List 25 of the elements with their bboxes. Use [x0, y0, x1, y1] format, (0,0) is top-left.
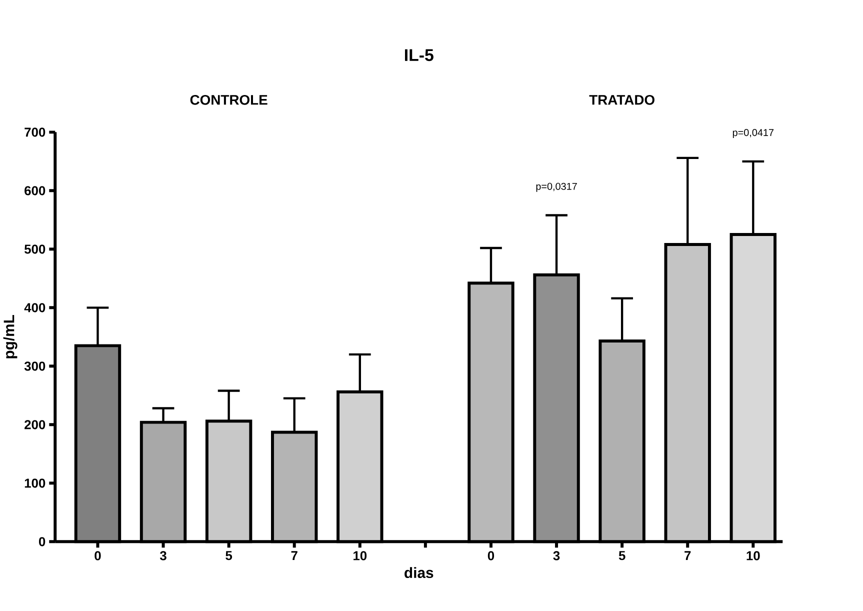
y-axis-title: pg/mL	[3, 314, 18, 358]
x-tick-label: 5	[618, 551, 626, 560]
y-tick-label: 600	[24, 186, 46, 196]
x-tick-label: 7	[291, 551, 298, 560]
y-tick-label: 700	[24, 127, 46, 137]
text: TRATADO	[589, 94, 654, 105]
annotation: p=0,0417	[732, 128, 774, 138]
x-tick-label: 5	[226, 551, 232, 560]
x-tick-label: 0	[488, 551, 494, 560]
text: CONTROLE	[190, 94, 268, 105]
x-tick-label: 7	[684, 551, 691, 560]
y-tick-label: 400	[24, 302, 46, 312]
chart-title: IL-5	[405, 49, 434, 61]
annotation: p=0,0317	[536, 182, 577, 192]
x-tick-label: 10	[746, 551, 760, 560]
y-tick-label: 300	[24, 361, 46, 371]
x-tick-label: 0	[94, 551, 101, 560]
x-axis-title: dias	[404, 567, 434, 578]
y-tick-label: 0	[38, 536, 46, 546]
y-tick-label: 100	[24, 478, 46, 488]
y-tick-label: 500	[24, 244, 46, 254]
x-tick-label: 10	[354, 551, 367, 560]
x-tick-label: 3	[553, 551, 560, 560]
y-tick-label: 200	[24, 420, 46, 430]
x-tick-label: 3	[160, 551, 166, 560]
